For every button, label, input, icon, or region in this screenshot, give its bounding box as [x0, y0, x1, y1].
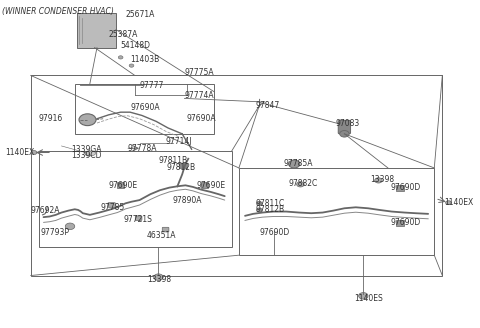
- Text: 97812B: 97812B: [166, 163, 195, 172]
- Text: 97690A: 97690A: [130, 103, 160, 112]
- Text: 97083: 97083: [336, 119, 360, 129]
- Text: 97690D: 97690D: [259, 228, 289, 237]
- Text: 1140EX: 1140EX: [6, 148, 35, 157]
- Bar: [179, 163, 187, 168]
- Text: 97890A: 97890A: [173, 195, 202, 205]
- Text: 97778A: 97778A: [128, 144, 157, 153]
- Text: 11403B: 11403B: [130, 54, 159, 64]
- Bar: [239, 168, 434, 255]
- Text: 97690D: 97690D: [390, 183, 420, 192]
- Circle shape: [256, 208, 262, 212]
- Text: 1339GA: 1339GA: [71, 145, 101, 154]
- Circle shape: [154, 274, 163, 280]
- Text: 97811B: 97811B: [159, 156, 188, 165]
- Circle shape: [85, 151, 93, 156]
- Text: 97916: 97916: [39, 114, 63, 123]
- FancyBboxPatch shape: [338, 120, 350, 134]
- Text: 97777: 97777: [140, 81, 164, 90]
- Text: 97785A: 97785A: [284, 159, 313, 168]
- Text: 25671A: 25671A: [125, 10, 155, 19]
- Bar: [31, 75, 443, 276]
- Text: 97811C: 97811C: [255, 199, 285, 208]
- Text: 54148D: 54148D: [120, 41, 151, 51]
- Circle shape: [375, 178, 382, 183]
- Bar: [75, 84, 214, 134]
- Circle shape: [118, 56, 123, 59]
- Bar: [396, 220, 404, 226]
- Bar: [77, 13, 116, 48]
- Text: 1339CD: 1339CD: [71, 151, 101, 160]
- Bar: [117, 182, 124, 188]
- Text: 97690E: 97690E: [196, 181, 226, 190]
- Circle shape: [340, 131, 349, 137]
- FancyBboxPatch shape: [108, 203, 115, 207]
- Text: 97812B: 97812B: [255, 205, 285, 215]
- Text: 97775A: 97775A: [184, 68, 214, 77]
- FancyBboxPatch shape: [135, 216, 142, 220]
- Circle shape: [359, 293, 368, 299]
- Text: 13398: 13398: [370, 175, 394, 184]
- Circle shape: [65, 223, 75, 230]
- Text: 97847: 97847: [255, 101, 280, 110]
- Text: 97793P: 97793P: [40, 228, 69, 237]
- Circle shape: [297, 182, 304, 187]
- Circle shape: [288, 160, 300, 168]
- Text: 1140ES: 1140ES: [354, 294, 383, 303]
- Circle shape: [256, 201, 262, 205]
- Text: 97882C: 97882C: [288, 179, 318, 188]
- Circle shape: [79, 114, 96, 126]
- Bar: [39, 151, 232, 247]
- Text: 97692A: 97692A: [31, 206, 60, 215]
- Circle shape: [129, 64, 134, 67]
- Text: 1140EX: 1140EX: [444, 198, 474, 207]
- Text: 46351A: 46351A: [147, 231, 176, 240]
- Text: 97774A: 97774A: [184, 91, 214, 100]
- Text: (WINNER CONDENSER HVAC): (WINNER CONDENSER HVAC): [2, 7, 114, 15]
- Bar: [396, 185, 404, 191]
- Bar: [201, 182, 208, 188]
- Text: 97690D: 97690D: [390, 218, 420, 227]
- FancyBboxPatch shape: [162, 227, 169, 232]
- Text: 25387A: 25387A: [109, 30, 138, 39]
- Text: 13398: 13398: [147, 275, 172, 284]
- Text: 97690E: 97690E: [109, 181, 138, 190]
- Text: 97690A: 97690A: [187, 113, 216, 123]
- Circle shape: [89, 151, 96, 155]
- Circle shape: [31, 151, 37, 154]
- Text: 97721S: 97721S: [124, 215, 153, 224]
- Text: 97714J: 97714J: [166, 137, 192, 146]
- Text: 97785: 97785: [101, 203, 125, 212]
- Circle shape: [445, 201, 451, 205]
